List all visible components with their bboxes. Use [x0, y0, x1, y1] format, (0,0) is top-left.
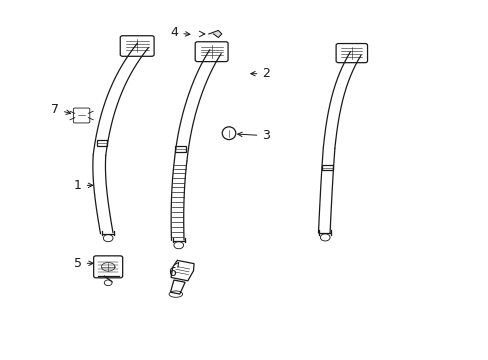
Bar: [175, 146, 185, 152]
Text: 1: 1: [74, 179, 93, 192]
Polygon shape: [208, 31, 222, 37]
Text: 7: 7: [51, 103, 70, 116]
Text: 5: 5: [74, 257, 93, 270]
Text: 2: 2: [250, 67, 270, 80]
Bar: [322, 165, 332, 170]
Text: 3: 3: [237, 129, 270, 142]
Text: 6: 6: [168, 262, 178, 279]
Bar: [96, 140, 107, 145]
Text: 4: 4: [170, 26, 189, 39]
